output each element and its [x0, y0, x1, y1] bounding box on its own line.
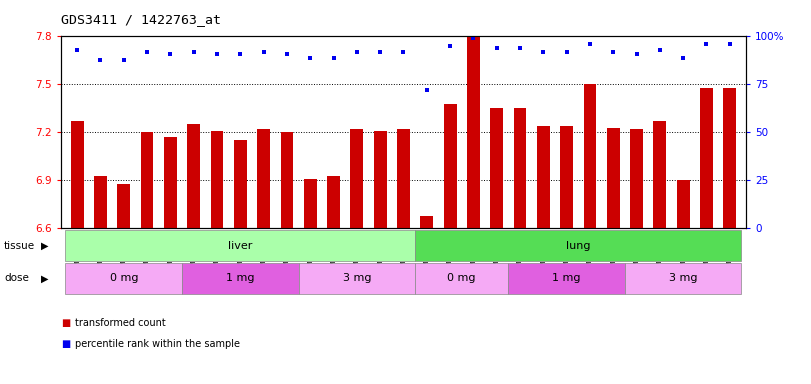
Text: 3 mg: 3 mg [669, 273, 697, 283]
Bar [625, 263, 741, 294]
Bar [234, 141, 247, 228]
Text: ■: ■ [61, 318, 70, 328]
Text: GDS3411 / 1422763_at: GDS3411 / 1422763_at [61, 13, 221, 26]
Text: 0 mg: 0 mg [448, 273, 476, 283]
Point [537, 49, 550, 55]
Bar [327, 176, 340, 228]
Bar [298, 263, 415, 294]
Bar [491, 109, 503, 228]
Text: ▶: ▶ [41, 273, 49, 283]
Bar [420, 216, 433, 228]
Bar [374, 131, 387, 228]
Point [513, 45, 526, 51]
Text: liver: liver [228, 241, 252, 251]
Bar [140, 132, 153, 228]
Bar [607, 127, 620, 228]
Point [140, 49, 153, 55]
Point [676, 55, 689, 61]
Bar [397, 129, 410, 228]
Text: 1 mg: 1 mg [552, 273, 581, 283]
Point [257, 49, 270, 55]
Point [327, 55, 340, 61]
Bar [676, 180, 689, 228]
Bar [513, 109, 526, 228]
Bar [281, 132, 294, 228]
Point [630, 51, 643, 57]
Bar [654, 121, 667, 228]
Bar [630, 129, 643, 228]
Bar [182, 263, 298, 294]
Bar [700, 88, 713, 228]
Bar [257, 129, 270, 228]
Bar [164, 137, 177, 228]
Text: 1 mg: 1 mg [226, 273, 255, 283]
Point [164, 51, 177, 57]
Point [444, 43, 457, 49]
Text: percentile rank within the sample: percentile rank within the sample [75, 339, 240, 349]
Bar [467, 36, 480, 228]
Bar [304, 179, 316, 228]
Bar [66, 230, 415, 261]
Text: 3 mg: 3 mg [342, 273, 371, 283]
Point [397, 49, 410, 55]
Bar [415, 230, 741, 261]
Point [118, 56, 131, 63]
Point [234, 51, 247, 57]
Point [94, 56, 107, 63]
Bar [537, 126, 550, 228]
Bar [584, 84, 596, 228]
Text: ■: ■ [61, 339, 70, 349]
Point [374, 49, 387, 55]
Text: tissue: tissue [4, 241, 35, 251]
Text: dose: dose [4, 273, 29, 283]
Text: ▶: ▶ [41, 241, 49, 251]
Bar [71, 121, 84, 228]
Point [211, 51, 224, 57]
Point [304, 55, 317, 61]
Text: transformed count: transformed count [75, 318, 166, 328]
Bar [94, 176, 107, 228]
Bar [560, 126, 573, 228]
Point [350, 49, 363, 55]
Point [420, 87, 433, 93]
Point [583, 41, 596, 47]
Bar [444, 104, 457, 228]
Text: lung: lung [566, 241, 590, 251]
Point [281, 51, 294, 57]
Point [467, 35, 480, 41]
Bar [350, 129, 363, 228]
Bar [66, 263, 182, 294]
Point [654, 47, 667, 53]
Bar [508, 263, 625, 294]
Bar [415, 263, 508, 294]
Point [71, 47, 84, 53]
Text: 0 mg: 0 mg [109, 273, 138, 283]
Bar [211, 131, 223, 228]
Point [187, 49, 200, 55]
Point [700, 41, 713, 47]
Point [560, 49, 573, 55]
Point [490, 45, 503, 51]
Bar [187, 124, 200, 228]
Bar [723, 88, 736, 228]
Bar [118, 184, 131, 228]
Point [607, 49, 620, 55]
Point [723, 41, 736, 47]
